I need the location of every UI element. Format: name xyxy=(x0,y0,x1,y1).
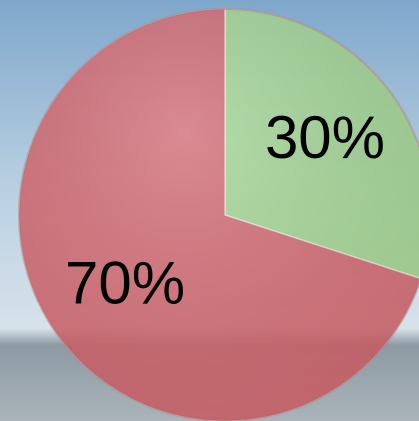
data-label: 70% xyxy=(65,249,185,316)
pie: 30% 70% xyxy=(18,8,419,421)
data-label: 30% xyxy=(265,104,385,171)
pie-shine xyxy=(18,8,419,421)
